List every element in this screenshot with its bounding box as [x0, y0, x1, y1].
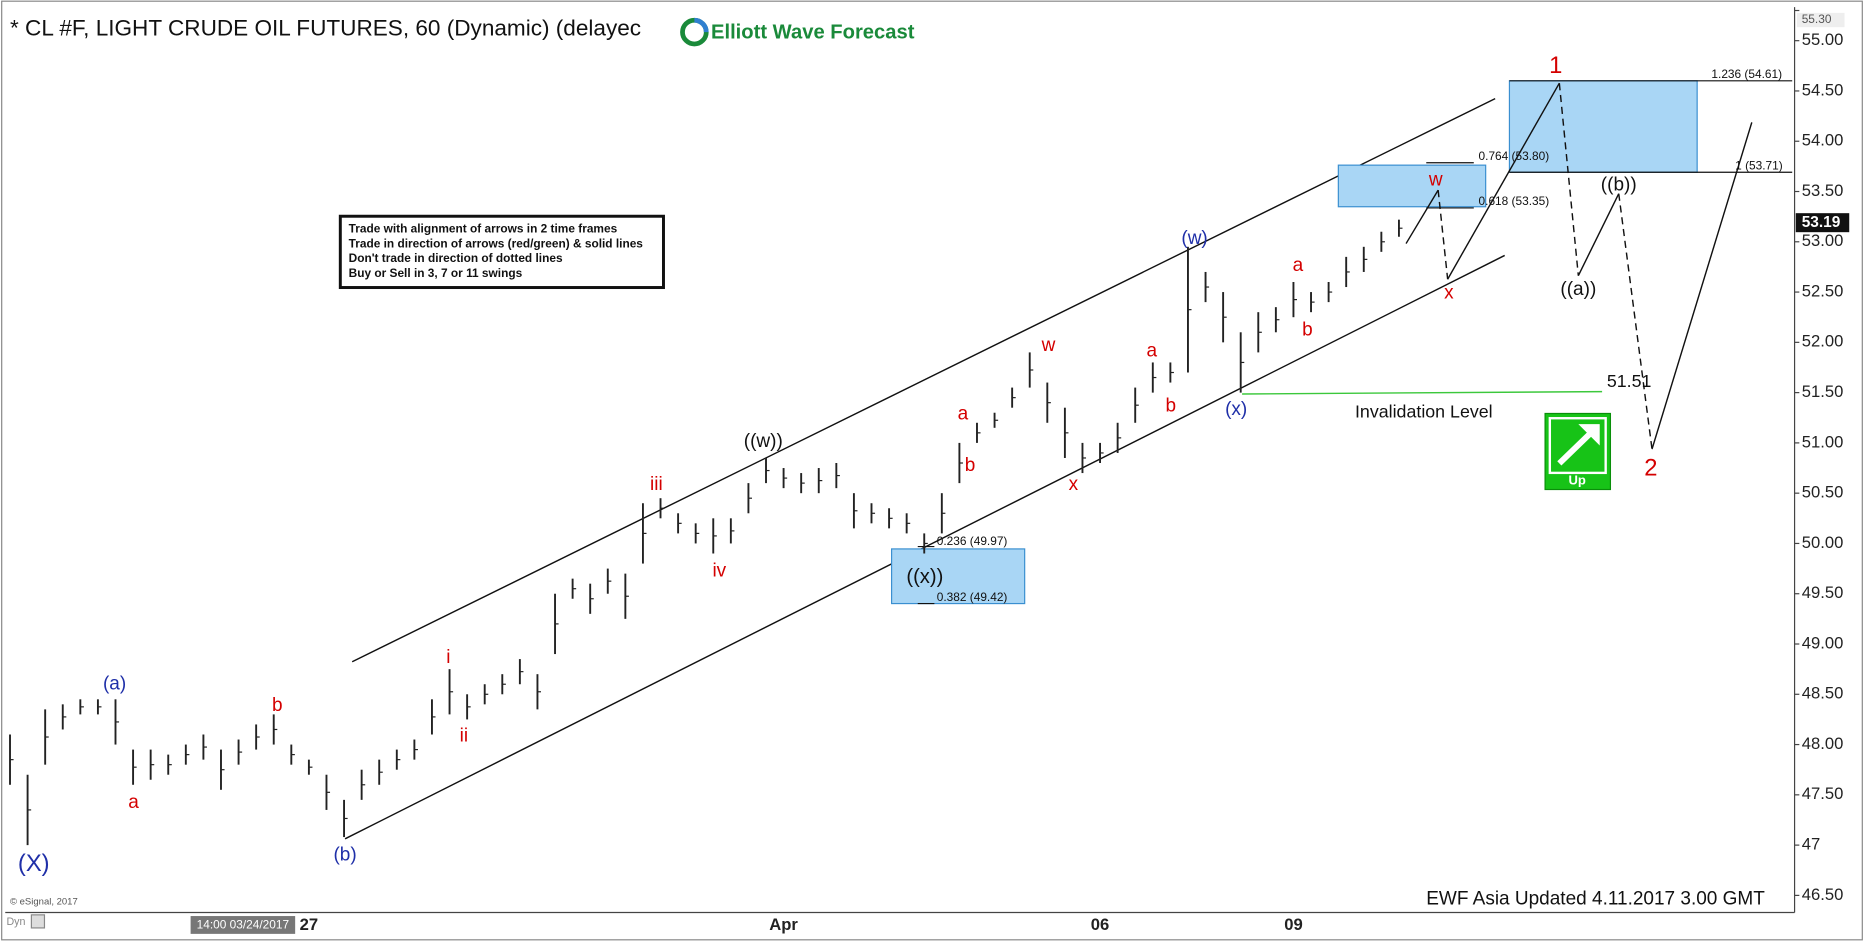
wave-label: ((x)): [906, 566, 943, 588]
invalidation-line: [1242, 390, 1603, 395]
y-tick-label: 53.50: [1802, 181, 1844, 200]
wave-label: iii: [650, 474, 663, 495]
last-price-label: 53.19: [1802, 214, 1841, 231]
y-tick-label: 51.00: [1802, 432, 1844, 451]
x-tick-label: 27: [300, 915, 319, 934]
y-tick-label: 47: [1802, 835, 1821, 854]
instruction: Don't trade in direction of dotted lines: [349, 251, 563, 265]
instruction: Buy or Sell in 3, 7 or 11 swings: [349, 266, 523, 280]
wave-label: ((a)): [1560, 279, 1596, 300]
y-tick-label: 51.50: [1802, 382, 1844, 401]
projection-dashed: [1437, 190, 1449, 280]
fib-box: [891, 548, 1026, 605]
fib-label: 1 (53.71): [1735, 158, 1783, 172]
y-tick-label: 46.50: [1802, 885, 1844, 904]
wave-label: (x): [1225, 399, 1247, 420]
cursor-label: 14:00 03/24/2017: [197, 918, 289, 932]
y-tick-label: 53.00: [1802, 231, 1844, 250]
chart-title: * CL #F, LIGHT CRUDE OIL FUTURES, 60 (Dy…: [10, 16, 641, 41]
y-tick-label: 54.00: [1802, 131, 1844, 150]
projection-dashed: [1618, 193, 1653, 450]
y-tick-label: 54.50: [1802, 80, 1844, 99]
copyright: © eSignal, 2017: [10, 896, 78, 907]
y-tick-label: 48.50: [1802, 684, 1844, 703]
y-tick-box: [1796, 12, 1845, 28]
fib-box: [1508, 80, 1698, 173]
wave-label: ((w)): [744, 431, 783, 452]
wave-label: a: [128, 792, 139, 813]
instructions-box: [338, 214, 665, 290]
y-tick-label: 50.00: [1802, 533, 1844, 552]
wave-label: (X): [18, 850, 50, 877]
projection-line: [1651, 122, 1753, 450]
instruction: Trade with alignment of arrows in 2 time…: [349, 221, 618, 235]
toolbar-icon[interactable]: [30, 914, 46, 929]
fib-label: 0.382 (49.42): [937, 590, 1008, 604]
logo-text: Elliott Wave Forecast: [711, 22, 915, 44]
wave-label: b: [965, 455, 976, 476]
fib-label: 0.618 (53.35): [1479, 194, 1550, 208]
wave-label: a: [1293, 255, 1304, 276]
projection-line: [1577, 193, 1620, 276]
wave-label: a: [1147, 341, 1158, 362]
wave-label: b: [272, 695, 283, 716]
wave-label: w: [1428, 170, 1443, 191]
signal-label: Up: [1568, 473, 1585, 488]
wave-label: (w): [1181, 228, 1207, 249]
fib-label: 0.764 (53.80): [1479, 149, 1550, 163]
wave-label: 1: [1549, 52, 1562, 79]
wave-label: i: [446, 647, 450, 668]
projection-line: [1447, 82, 1560, 280]
y-tick-label: 50.50: [1802, 483, 1844, 502]
invalidation-label: Invalidation Level: [1355, 402, 1493, 422]
x-tick-label: 06: [1091, 915, 1110, 934]
y-tick-label: 47.50: [1802, 784, 1844, 803]
fib-label: 0.236 (49.97): [937, 534, 1008, 548]
channel-upper: [351, 97, 1496, 663]
wave-label: a: [958, 404, 969, 425]
y-tick-label: 48.00: [1802, 734, 1844, 753]
logo-background: [675, 11, 928, 48]
y-tick-label: 49.50: [1802, 583, 1844, 602]
wave-label: w: [1041, 335, 1056, 356]
projection-dashed: [1558, 83, 1580, 276]
wave-label: 2: [1644, 455, 1657, 482]
projection-line: [1405, 189, 1439, 244]
wave-label: ii: [460, 726, 468, 747]
wave-label: (b): [333, 844, 356, 865]
x-tick-label: 09: [1284, 915, 1303, 934]
fib-box: [1337, 164, 1487, 208]
wave-label: (a): [103, 673, 126, 694]
wave-label: x: [1444, 282, 1454, 303]
y-tick-label: 52.50: [1802, 281, 1844, 300]
footer: EWF Asia Updated 4.11.2017 3.00 GMT: [1426, 888, 1765, 909]
y-tick-label: 52.00: [1802, 332, 1844, 351]
logo-icon: [694, 17, 709, 33]
fib-label: 1.236 (54.61): [1711, 67, 1782, 81]
y-tick-label: 55.30: [1802, 12, 1832, 26]
signal-frame: [1548, 417, 1607, 475]
last-price-box: [1795, 213, 1850, 233]
wave-label: iv: [712, 561, 726, 582]
x-tick-label: Apr: [769, 915, 798, 934]
cursor-box: [190, 916, 296, 934]
instruction: Trade in direction of arrows (red/green)…: [349, 236, 644, 250]
y-tick-label: 49.00: [1802, 633, 1844, 652]
mode: Dyn: [6, 916, 25, 928]
wave-label: x: [1069, 474, 1079, 495]
wave-label: ((b)): [1601, 174, 1637, 195]
y-tick-label: 55.00: [1802, 30, 1844, 49]
invalidation-value: 51.51: [1607, 371, 1652, 391]
wave-label: b: [1302, 319, 1313, 340]
wave-label: b: [1166, 395, 1177, 416]
